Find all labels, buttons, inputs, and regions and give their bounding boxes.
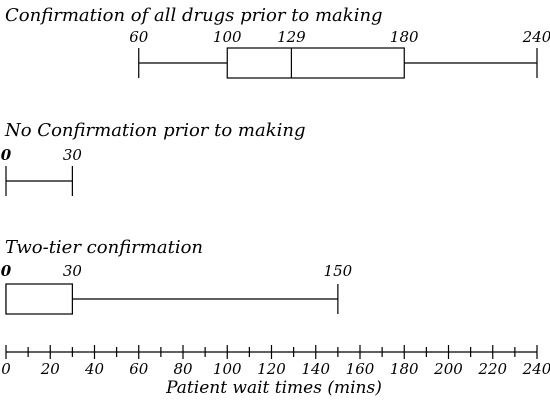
value-label: 180	[390, 28, 419, 46]
series-title: Two-tier confirmation	[5, 237, 203, 258]
x-tick-label: 100	[213, 360, 242, 378]
boxplot-1: Confirmation of all drugs prior to makin…	[5, 5, 550, 79]
boxplot-2: No Confirmation prior to making 0 30	[1, 120, 305, 196]
x-tick-label: 200	[433, 360, 463, 378]
x-tick-label: 60	[129, 360, 149, 378]
x-tick-label: 180	[390, 360, 419, 378]
x-tick-label: 20	[40, 360, 61, 378]
value-label: 129	[277, 28, 306, 46]
iqr-box	[5, 283, 73, 315]
value-label: 60	[129, 28, 149, 46]
x-axis-title: Patient wait times (mins)	[165, 378, 382, 398]
x-tick-label: 80	[173, 360, 193, 378]
boxplots: Confirmation of all drugs prior to makin…	[1, 5, 550, 315]
x-tick-label: 220	[477, 360, 507, 378]
value-label: 100	[213, 28, 242, 46]
x-tick-label: 120	[257, 360, 286, 378]
x-tick-label: 0	[1, 360, 11, 378]
value-label: 240	[522, 28, 550, 46]
x-axis: 0 20 40 60 80 100 120 140 160 180 200 220 240	[1, 345, 550, 378]
series-title: Confirmation of all drugs prior to makin…	[5, 5, 383, 26]
value-label: 30	[63, 262, 83, 280]
x-tick-label: 140	[301, 360, 330, 378]
series-title: No Confirmation prior to making	[4, 120, 305, 141]
value-label: 30	[63, 146, 83, 164]
x-tick-label: 240	[522, 360, 550, 378]
x-tick-label: 160	[346, 360, 375, 378]
value-label: 0	[1, 146, 12, 164]
value-label: 0	[1, 262, 12, 280]
iqr-box	[226, 47, 405, 79]
x-tick-label: 40	[84, 360, 105, 378]
boxplot-3: Two-tier confirmation 0 30 150	[1, 237, 353, 315]
value-label: 150	[324, 262, 353, 280]
